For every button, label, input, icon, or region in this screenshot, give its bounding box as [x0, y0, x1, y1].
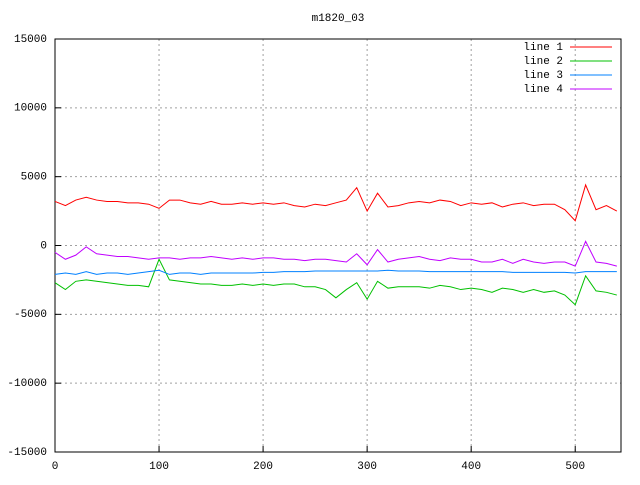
line-series [54, 240, 617, 267]
plot-border [54, 38, 622, 453]
x-tick-label: 300 [357, 461, 377, 473]
x-tick-label: 0 [52, 461, 59, 473]
x-tick-label: 200 [253, 461, 273, 473]
y-tick-label: -5000 [14, 309, 47, 321]
y-tick-label: 10000 [14, 103, 47, 115]
line-series [54, 269, 617, 275]
legend-label: line 2 [523, 56, 563, 68]
legend-label: line 1 [523, 42, 563, 54]
y-tick-label: -15000 [7, 447, 47, 459]
y-tick-label: -10000 [7, 378, 47, 390]
x-tick-label: 100 [149, 461, 169, 473]
y-tick-label: 0 [40, 240, 47, 252]
line-series [54, 183, 618, 222]
chart-title: m1820_03 [312, 13, 365, 25]
y-tick-label: 5000 [21, 172, 47, 184]
x-tick-label: 400 [461, 461, 481, 473]
y-tick-label: 15000 [14, 34, 47, 46]
legend-label: line 4 [523, 84, 563, 96]
line-series [54, 258, 617, 306]
legend-label: line 3 [523, 70, 563, 82]
x-tick-label: 500 [565, 461, 585, 473]
